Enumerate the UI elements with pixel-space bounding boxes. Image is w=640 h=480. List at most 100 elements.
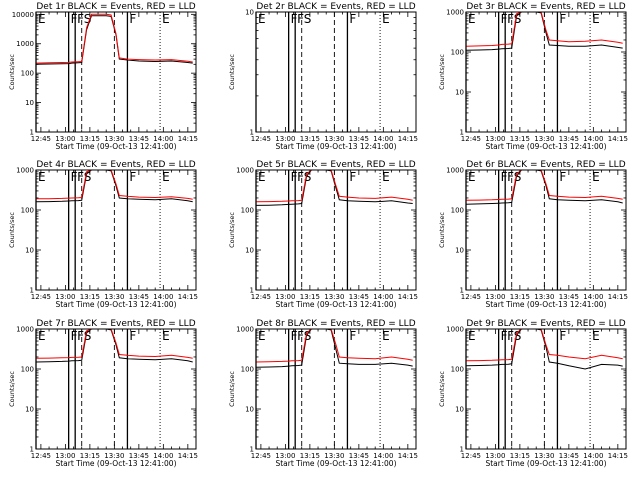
x-tick-label: 13:15	[300, 135, 320, 143]
marker-label: F	[77, 170, 84, 184]
x-tick-label: 13:45	[129, 293, 149, 301]
x-tick-label: 14:00	[583, 135, 603, 143]
y-tick-label: 10	[455, 406, 464, 414]
series-line-events	[36, 15, 193, 65]
x-tick-label: 13:15	[510, 293, 530, 301]
plot-frame	[35, 169, 197, 291]
chart-title: Det 4r BLACK = Events, RED = LLD	[36, 160, 195, 170]
chart-title: Det 3r BLACK = Events, RED = LLD	[466, 2, 625, 12]
x-tick-label: 14:00	[583, 452, 603, 460]
y-tick-label: 1	[250, 446, 254, 454]
y-tick-label: 10	[245, 247, 254, 255]
x-tick-label: 12:45	[251, 135, 271, 143]
y-tick-label: 1000	[446, 167, 464, 175]
marker-label: E	[382, 12, 390, 26]
marker-label: S	[304, 329, 312, 343]
x-tick-label: 13:00	[275, 135, 295, 143]
y-axis-label: Counts/sec	[438, 371, 446, 407]
x-tick-label: 13:15	[300, 452, 320, 460]
y-tick-label: 1	[250, 287, 254, 295]
x-tick-label: 14:00	[153, 293, 173, 301]
x-tick-label: 13:45	[559, 293, 579, 301]
x-tick-label: 14:15	[398, 452, 418, 460]
y-axis-label: Counts/sec	[228, 371, 236, 407]
x-tick-label: 13:00	[55, 293, 75, 301]
marker-label: F	[559, 170, 566, 184]
marker-label: F	[71, 329, 78, 343]
x-tick-label: 13:15	[80, 452, 100, 460]
marker-label: F	[559, 329, 566, 343]
x-tick-label: 14:15	[178, 293, 198, 301]
x-axis-label: Start Time (09-Oct-13 12:41:00)	[485, 459, 606, 468]
x-tick-label: 12:45	[461, 135, 481, 143]
y-axis-label: Counts/sec	[8, 371, 16, 407]
y-tick-label: 1000	[16, 40, 34, 48]
marker-label: E	[38, 12, 46, 26]
x-tick-label: 13:45	[129, 452, 149, 460]
marker-label: F	[349, 329, 356, 343]
y-tick-label: 100	[451, 207, 464, 215]
y-tick-label: 10	[245, 9, 254, 17]
x-tick-label: 13:15	[510, 135, 530, 143]
x-axis-label: Start Time (09-Oct-13 12:41:00)	[275, 142, 396, 151]
marker-label: F	[77, 329, 84, 343]
marker-label: S	[304, 170, 312, 184]
y-tick-label: 1000	[446, 326, 464, 334]
series-line-events	[36, 170, 193, 203]
x-tick-label: 14:00	[153, 135, 173, 143]
x-tick-label: 14:00	[583, 293, 603, 301]
y-tick-label: 100	[241, 366, 254, 374]
marker-label: E	[258, 12, 266, 26]
series-line-lld	[466, 12, 623, 47]
y-tick-label: 1	[460, 129, 464, 137]
x-tick-label: 13:45	[349, 135, 369, 143]
x-tick-label: 13:30	[324, 293, 344, 301]
y-tick-label: 10	[455, 247, 464, 255]
x-tick-label: 14:15	[608, 452, 628, 460]
plot-frame	[465, 328, 627, 450]
marker-label: E	[162, 170, 170, 184]
x-tick-label: 14:15	[398, 293, 418, 301]
marker-label: S	[514, 329, 522, 343]
marker-label: E	[382, 329, 390, 343]
x-axis-label: Start Time (09-Oct-13 12:41:00)	[485, 300, 606, 309]
marker-label: F	[297, 329, 304, 343]
marker-label: F	[71, 170, 78, 184]
y-axis-label: Counts/sec	[8, 212, 16, 248]
plot-frame	[255, 328, 417, 450]
x-tick-label: 13:30	[324, 135, 344, 143]
chart-title: Det 6r BLACK = Events, RED = LLD	[466, 160, 625, 170]
x-tick-label: 14:15	[608, 135, 628, 143]
x-tick-label: 14:15	[178, 135, 198, 143]
x-tick-label: 12:45	[31, 135, 51, 143]
y-tick-label: 10	[25, 406, 34, 414]
marker-label: F	[129, 12, 136, 26]
y-tick-label: 1000	[446, 9, 464, 17]
x-axis-label: Start Time (09-Oct-13 12:41:00)	[275, 300, 396, 309]
x-tick-label: 13:30	[324, 452, 344, 460]
x-tick-label: 13:45	[349, 452, 369, 460]
x-axis-label: Start Time (09-Oct-13 12:41:00)	[485, 142, 606, 151]
x-axis-label: Start Time (09-Oct-13 12:41:00)	[275, 459, 396, 468]
marker-label: E	[162, 329, 170, 343]
x-tick-label: 12:45	[251, 452, 271, 460]
x-tick-label: 12:45	[31, 452, 51, 460]
x-tick-label: 13:30	[534, 293, 554, 301]
plot-frame	[35, 11, 197, 133]
marker-label: F	[77, 12, 84, 26]
marker-label: F	[501, 170, 508, 184]
y-tick-label: 10	[25, 247, 34, 255]
y-tick-label: 1000	[16, 326, 34, 334]
marker-label: F	[291, 170, 298, 184]
y-tick-label: 100	[21, 366, 34, 374]
marker-label: E	[38, 329, 46, 343]
series-line-events	[466, 170, 623, 205]
x-tick-label: 12:45	[461, 293, 481, 301]
x-tick-label: 14:15	[178, 452, 198, 460]
series-line-lld	[36, 170, 193, 200]
